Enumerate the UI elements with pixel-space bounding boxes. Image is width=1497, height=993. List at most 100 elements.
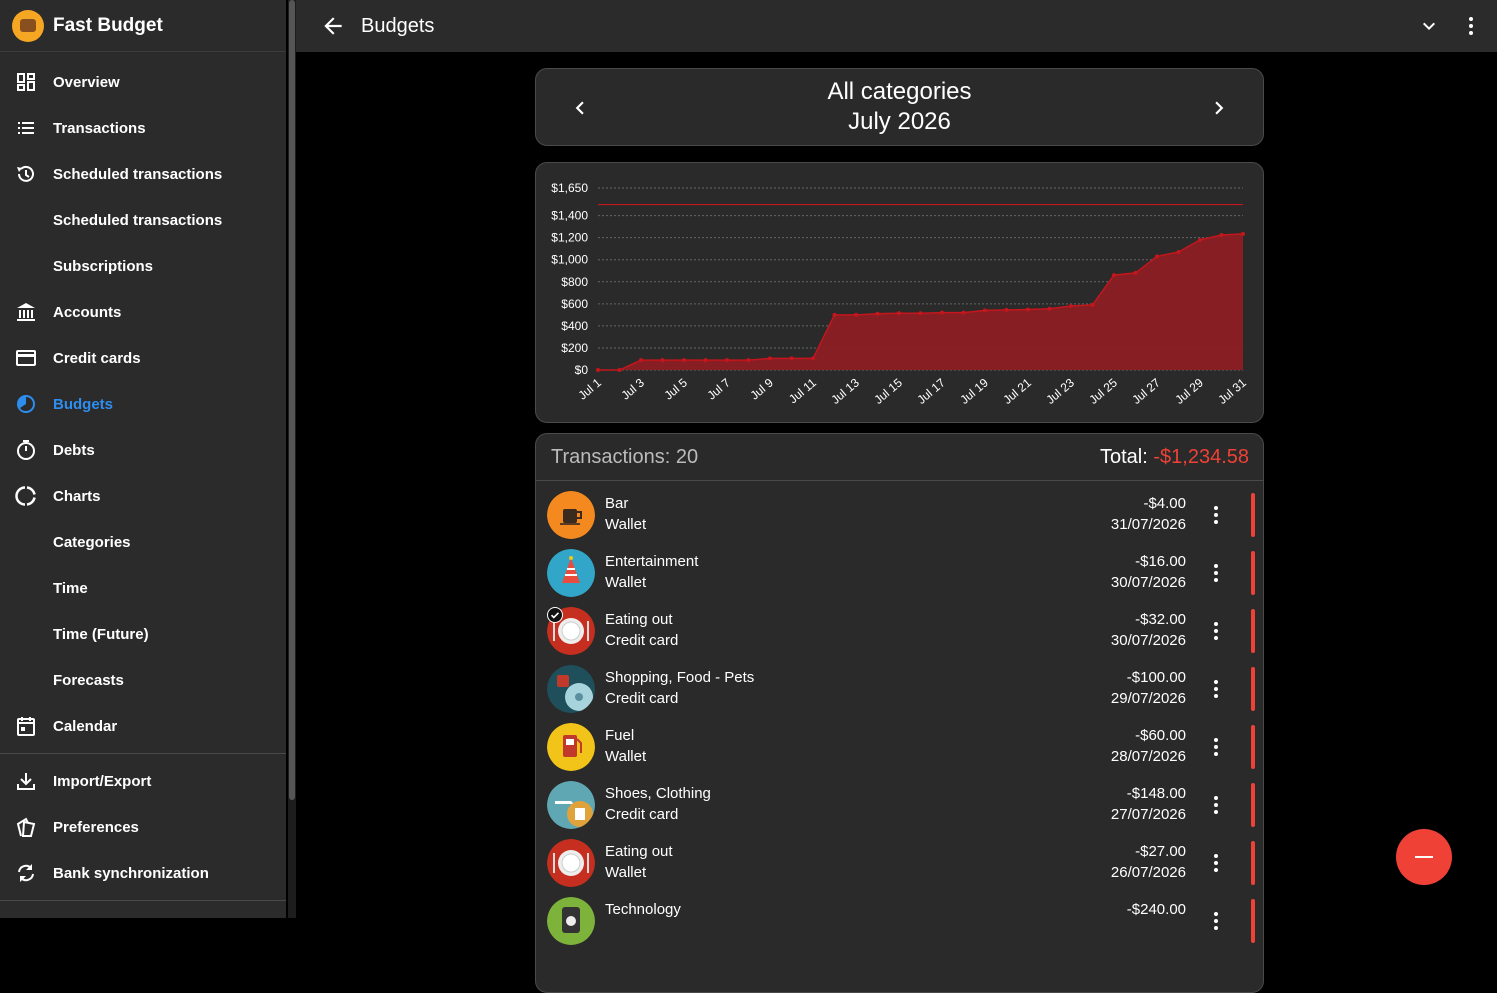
page-title: Budgets (361, 14, 435, 37)
sidebar-item-scheduled-transactions[interactable]: Scheduled transactions (0, 151, 286, 197)
chevron-down-icon[interactable] (1417, 14, 1441, 38)
sidebar-item-label: Debts (53, 441, 95, 459)
more-vert-icon[interactable] (1204, 909, 1228, 933)
calendar-icon (13, 713, 39, 739)
list-icon (13, 115, 39, 141)
transaction-row[interactable]: Shoes, Clothing Credit card -$148.00 27/07/… (536, 776, 1263, 834)
transaction-date: 30/07/2026 (1110, 574, 1186, 591)
sidebar-item-bank-synchronization[interactable]: Bank synchronization (0, 850, 286, 896)
dashboard-icon (13, 69, 39, 95)
sidebar-subitem-time-future[interactable]: Time (Future) (0, 611, 286, 657)
add-expense-fab[interactable] (1396, 829, 1452, 885)
sidebar-subitem-categories[interactable]: Categories (0, 519, 286, 565)
y-tick-label: $800 (561, 275, 588, 289)
sidebar-item-preferences[interactable]: Preferences (0, 804, 286, 850)
sidebar-item-budgets[interactable]: Budgets (0, 381, 286, 427)
transaction-row[interactable]: Technology -$240.00 (536, 892, 1263, 950)
sidebar-divider (0, 753, 286, 754)
transaction-date: 31/07/2026 (1110, 516, 1186, 533)
data-point (768, 356, 772, 361)
category-avatar (547, 781, 595, 829)
x-tick-label: Jul 25 (1086, 375, 1120, 407)
sidebar-subitem-subscriptions[interactable]: Subscriptions (0, 243, 286, 289)
category-avatar (547, 897, 595, 945)
transaction-row[interactable]: Entertainment Wallet -$16.00 30/07/2026 (536, 544, 1263, 602)
data-point (940, 310, 944, 315)
back-arrow-icon[interactable] (320, 13, 346, 39)
data-point (918, 311, 923, 316)
x-tick-label: Jul 17 (914, 375, 948, 407)
transaction-row[interactable]: Bar Wallet -$4.00 31/07/2026 (536, 486, 1263, 544)
more-vert-icon[interactable] (1204, 561, 1228, 585)
x-tick-label: Jul 3 (619, 375, 648, 402)
coffee-cup-icon (547, 491, 595, 539)
scrollbar-thumb[interactable] (289, 0, 295, 800)
y-tick-label: $1,000 (551, 253, 588, 267)
next-period-icon[interactable] (1206, 95, 1232, 121)
total-value: -$1,234.58 (1153, 445, 1249, 468)
sidebar-item-label: Charts (53, 487, 101, 505)
x-tick-label: Jul 27 (1129, 375, 1163, 407)
app-name: Fast Budget (53, 14, 163, 36)
budget-status-bar (1251, 493, 1255, 537)
more-vert-icon[interactable] (1204, 793, 1228, 817)
transaction-date: 26/07/2026 (1110, 864, 1186, 881)
data-point (789, 356, 794, 361)
more-vert-icon[interactable] (1204, 735, 1228, 759)
x-tick-label: Jul 13 (828, 375, 862, 407)
transaction-row[interactable]: Eating out Credit card -$32.00 30/07/2026 (536, 602, 1263, 660)
app-brand[interactable]: Fast Budget (0, 0, 286, 52)
category-avatar (547, 549, 595, 597)
transaction-row[interactable]: Shopping, Food - Pets Credit card -$100.00… (536, 660, 1263, 718)
sidebar-divider (0, 900, 286, 901)
budget-status-bar (1251, 667, 1255, 711)
previous-period-icon[interactable] (567, 95, 593, 121)
sidebar-subitem-scheduled-transactions[interactable]: Scheduled transactions (0, 197, 286, 243)
category-avatar (547, 665, 595, 713)
sidebar-item-accounts[interactable]: Accounts (0, 289, 286, 335)
more-vert-icon[interactable] (1204, 677, 1228, 701)
donut-chart-icon (13, 483, 39, 509)
y-tick-label: $1,400 (551, 209, 588, 223)
period-category: All categories (827, 78, 972, 105)
more-vert-icon[interactable] (1204, 619, 1228, 643)
budget-status-bar (1251, 725, 1255, 769)
data-point (1155, 254, 1159, 259)
more-vert-icon[interactable] (1204, 851, 1228, 875)
sidebar-scrollbar[interactable] (288, 0, 296, 918)
budget-area-chart: $0 $200 $400 $600 $800 $1,000 $1,200 $1,400 $1,6… (551, 181, 1249, 407)
data-point (660, 358, 665, 363)
y-tick-label: $1,650 (551, 181, 588, 195)
transaction-row[interactable]: Eating out Wallet -$27.00 26/07/2026 (536, 834, 1263, 892)
sidebar-item-transactions[interactable]: Transactions (0, 105, 286, 151)
transaction-account: Credit card (605, 690, 679, 707)
sidebar-item-charts[interactable]: Charts (0, 473, 286, 519)
transaction-row[interactable]: Fuel Wallet -$60.00 28/07/2026 (536, 718, 1263, 776)
y-tick-label: $400 (561, 319, 588, 333)
sidebar: Fast Budget Overview Transactions Schedu… (0, 0, 286, 918)
sidebar-item-credit-cards[interactable]: Credit cards (0, 335, 286, 381)
data-point (703, 358, 708, 363)
sidebar-item-label: Import/Export (53, 772, 152, 790)
data-point (811, 356, 815, 361)
more-vert-icon[interactable] (1459, 14, 1483, 38)
transactions-header: Transactions: 20 Total: -$1,234.58 (536, 434, 1263, 481)
sidebar-item-import-export[interactable]: Import/Export (0, 758, 286, 804)
sidebar-subitem-forecasts[interactable]: Forecasts (0, 657, 286, 703)
sidebar-item-debts[interactable]: Debts (0, 427, 286, 473)
y-tick-label: $1,200 (551, 231, 588, 245)
data-point (832, 312, 837, 317)
top-app-bar: Budgets (296, 0, 1497, 52)
sidebar-item-overview[interactable]: Overview (0, 59, 286, 105)
sync-icon (13, 860, 39, 886)
transaction-account: Credit card (605, 806, 679, 823)
transaction-category: Eating out (605, 611, 673, 628)
sidebar-item-calendar[interactable]: Calendar (0, 703, 286, 749)
x-tick-label: Jul 29 (1172, 375, 1206, 407)
more-vert-icon[interactable] (1204, 503, 1228, 527)
main-content: All categories July 2026 $0 $200 $400 $600 $… (296, 52, 1497, 993)
data-point (725, 358, 729, 363)
checked-badge-icon (547, 607, 563, 623)
data-point (617, 368, 622, 372)
sidebar-subitem-time[interactable]: Time (0, 565, 286, 611)
